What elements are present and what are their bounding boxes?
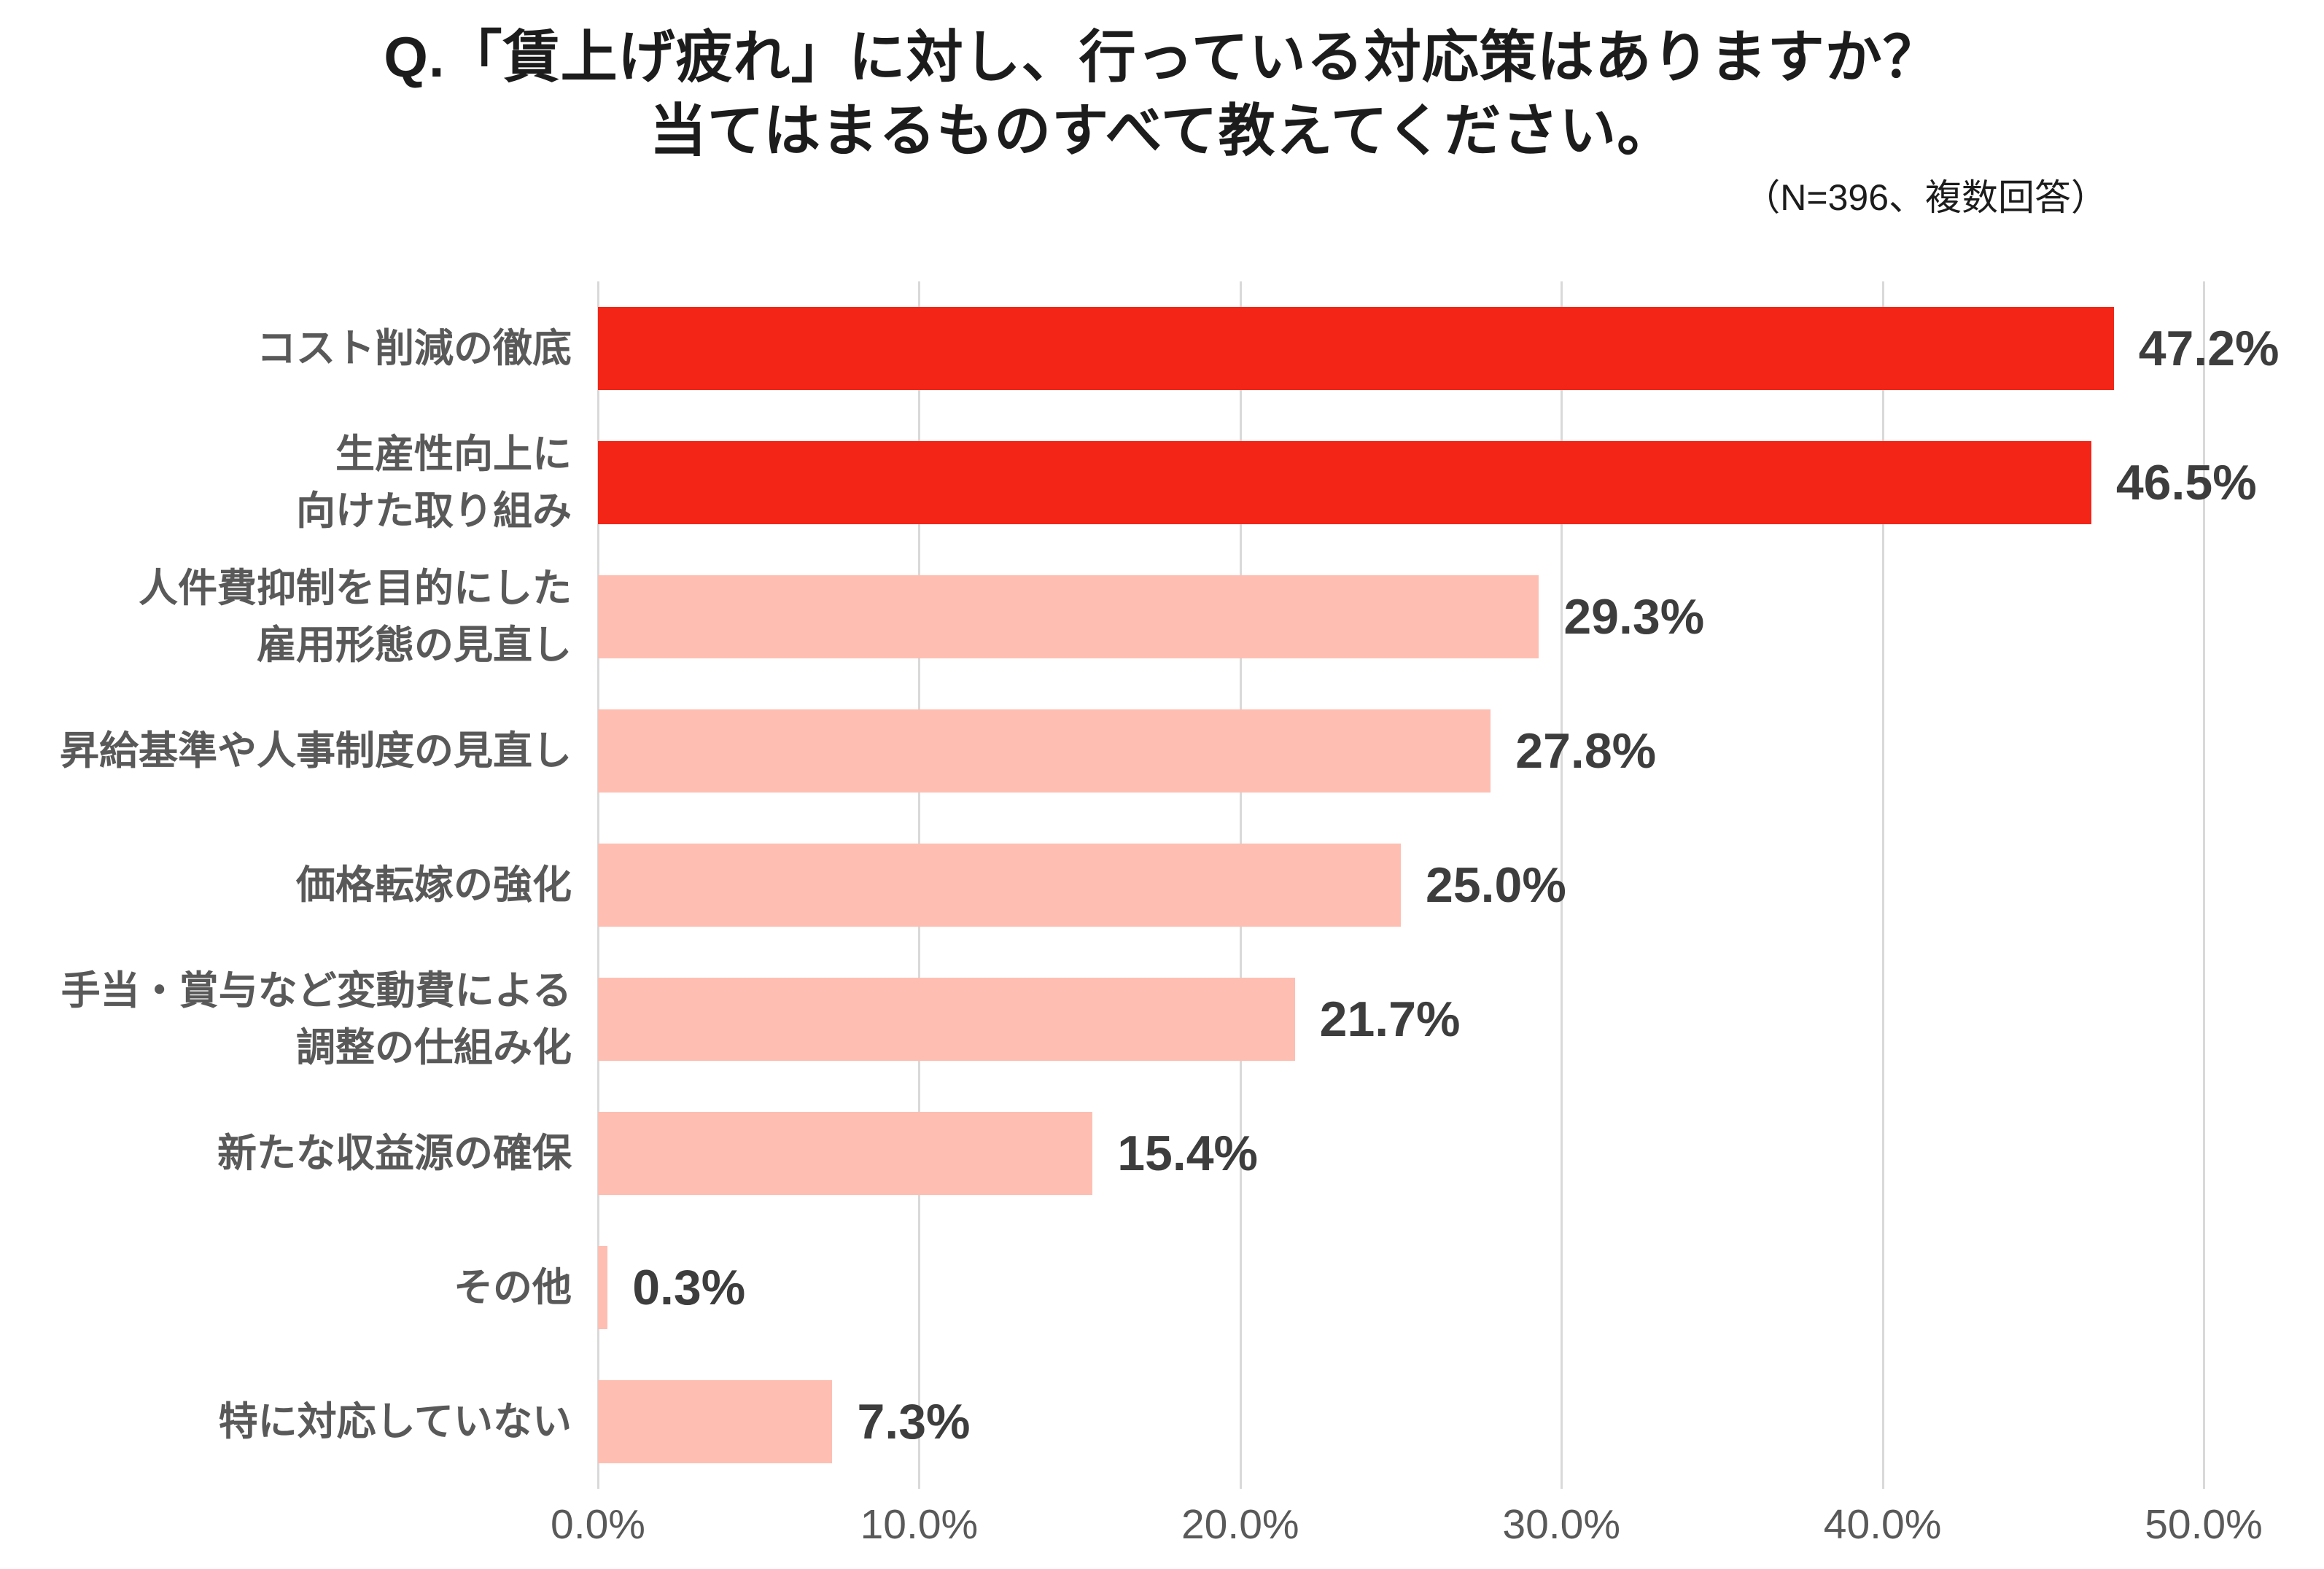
- x-axis-tick-label: 0.0%: [551, 1501, 645, 1548]
- category-label-line: 価格転嫁の強化: [296, 863, 572, 907]
- category-label-line: 手当・賞与など変動費による: [61, 969, 572, 1013]
- category-label-line: 向けた取り組み: [296, 489, 572, 533]
- chart-row: 新たな収益源の確保 15.4%: [0, 1086, 2324, 1220]
- value-label: 15.4%: [1117, 1126, 1259, 1181]
- chart-row: 価格転嫁の強化 25.0%: [0, 818, 2324, 952]
- chart-title: Q.「賃上げ疲れ」に対し、行っている対応策はありますか？ 当てはまるものすべて教…: [0, 20, 2324, 168]
- category-label-line: コスト削減の徹底: [257, 327, 572, 370]
- value-label: 25.0%: [1426, 857, 1566, 913]
- category-label: 価格転嫁の強化: [0, 818, 598, 952]
- bar-rows: コスト削減の徹底 47.2% 生産性向上に向けた取り組み 46.5% 人件費抑制…: [0, 281, 2324, 1489]
- value-label: 27.8%: [1515, 723, 1657, 779]
- bar-track: 29.3%: [598, 550, 2204, 684]
- bar-track: 25.0%: [598, 818, 2204, 952]
- gridline: [2203, 281, 2205, 1489]
- category-label-line: 人件費抑制を目的にした: [139, 567, 572, 610]
- bar-track: 46.5%: [598, 416, 2257, 550]
- bar: [598, 1112, 1093, 1195]
- x-axis-tick-label: 40.0%: [1823, 1501, 1942, 1548]
- chart-row: コスト削減の徹底 47.2%: [0, 281, 2324, 416]
- bar: [598, 978, 1295, 1061]
- category-label-line: 特に対応していない: [218, 1400, 572, 1444]
- category-label: 人件費抑制を目的にした雇用形態の見直し: [0, 550, 598, 684]
- category-label: 新たな収益源の確保: [0, 1086, 598, 1220]
- sample-size-note: （N=396、複数回答）: [1744, 177, 2107, 218]
- value-label: 21.7%: [1319, 992, 1461, 1047]
- category-label-line: 調整の仕組み化: [296, 1026, 572, 1070]
- value-label: 46.5%: [2115, 455, 2257, 510]
- bar: [598, 709, 1491, 793]
- chart-row: その他 0.3%: [0, 1220, 2324, 1355]
- category-label: 手当・賞与など変動費による調整の仕組み化: [0, 952, 598, 1086]
- category-label: 昇給基準や人事制度の見直し: [0, 684, 598, 818]
- value-label: 0.3%: [632, 1260, 746, 1315]
- bar: [598, 441, 2091, 524]
- bar-track: 7.3%: [598, 1355, 2204, 1489]
- bar-track: 27.8%: [598, 684, 2204, 818]
- category-label: コスト削減の徹底: [0, 281, 598, 416]
- chart-row: 手当・賞与など変動費による調整の仕組み化 21.7%: [0, 952, 2324, 1086]
- chart-row: 特に対応していない 7.3%: [0, 1355, 2324, 1489]
- chart-title-line1: Q.「賃上げ疲れ」に対し、行っている対応策はありますか？: [384, 25, 1940, 89]
- category-label: 生産性向上に向けた取り組み: [0, 416, 598, 550]
- bar-track: 15.4%: [598, 1086, 2204, 1220]
- bar: [598, 1380, 833, 1463]
- x-axis: 0.0% 10.0% 20.0% 30.0% 40.0% 50.0%: [551, 1500, 2263, 1559]
- bar-track: 21.7%: [598, 952, 2204, 1086]
- chart-title-line2: 当てはまるものすべて教えてください。: [649, 98, 1675, 163]
- category-label-line: 雇用形態の見直し: [257, 623, 572, 667]
- category-label: その他: [0, 1220, 598, 1355]
- value-label: 29.3%: [1563, 589, 1705, 645]
- bar-chart: コスト削減の徹底 47.2% 生産性向上に向けた取り組み 46.5% 人件費抑制…: [0, 281, 2324, 1548]
- bar: [598, 1246, 608, 1329]
- bar: [598, 844, 1401, 927]
- bar: [598, 307, 2114, 390]
- chart-row: 生産性向上に向けた取り組み 46.5%: [0, 416, 2324, 550]
- category-label-line: 新たな収益源の確保: [217, 1132, 572, 1175]
- chart-row: 昇給基準や人事制度の見直し 27.8%: [0, 684, 2324, 818]
- chart-row: 人件費抑制を目的にした雇用形態の見直し 29.3%: [0, 550, 2324, 684]
- value-label: 7.3%: [857, 1394, 971, 1449]
- category-label: 特に対応していない: [0, 1355, 598, 1489]
- bar: [598, 575, 1539, 658]
- category-label-line: 昇給基準や人事制度の見直し: [60, 729, 572, 773]
- category-label-line: その他: [454, 1266, 572, 1309]
- bar-track: 0.3%: [598, 1220, 2204, 1355]
- gridline: [1881, 281, 1884, 1489]
- bar-track: 47.2%: [598, 281, 2280, 416]
- x-axis-tick-label: 30.0%: [1502, 1501, 1620, 1548]
- x-axis-tick-label: 10.0%: [860, 1501, 979, 1548]
- gridline: [1561, 281, 1563, 1489]
- value-label: 47.2%: [2138, 321, 2280, 376]
- category-label-line: 生産性向上に: [335, 432, 572, 476]
- x-axis-tick-label: 50.0%: [2145, 1501, 2263, 1548]
- x-axis-tick-label: 20.0%: [1181, 1501, 1299, 1548]
